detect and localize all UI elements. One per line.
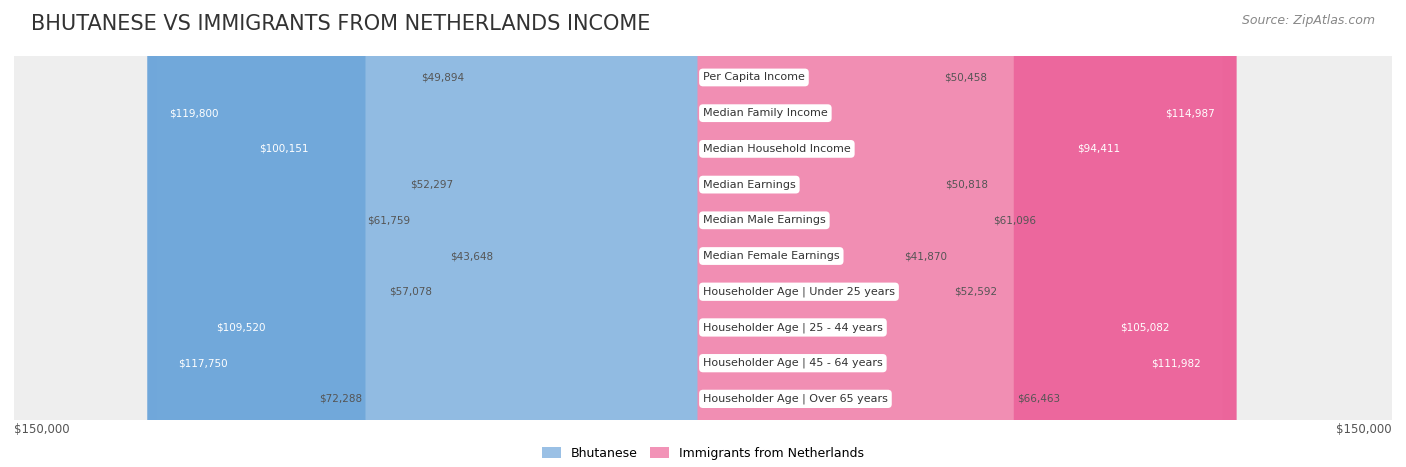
- Text: $119,800: $119,800: [169, 108, 218, 118]
- Text: BHUTANESE VS IMMIGRANTS FROM NETHERLANDS INCOME: BHUTANESE VS IMMIGRANTS FROM NETHERLANDS…: [31, 14, 651, 34]
- FancyBboxPatch shape: [697, 0, 942, 467]
- Text: $150,000: $150,000: [14, 423, 70, 436]
- FancyBboxPatch shape: [496, 0, 709, 467]
- Text: $41,870: $41,870: [904, 251, 948, 261]
- Text: Householder Age | Under 25 years: Householder Age | Under 25 years: [703, 286, 896, 297]
- FancyBboxPatch shape: [413, 0, 709, 467]
- Text: Median Household Income: Median Household Income: [703, 144, 851, 154]
- FancyBboxPatch shape: [13, 0, 1393, 467]
- FancyBboxPatch shape: [697, 0, 1237, 467]
- Text: Median Male Earnings: Median Male Earnings: [703, 215, 825, 225]
- FancyBboxPatch shape: [697, 0, 1191, 467]
- FancyBboxPatch shape: [13, 0, 1393, 467]
- FancyBboxPatch shape: [13, 0, 1393, 467]
- Text: $150,000: $150,000: [1336, 423, 1392, 436]
- FancyBboxPatch shape: [468, 0, 709, 467]
- Text: $72,288: $72,288: [319, 394, 361, 404]
- FancyBboxPatch shape: [194, 0, 709, 467]
- Text: $57,078: $57,078: [388, 287, 432, 297]
- FancyBboxPatch shape: [697, 0, 990, 467]
- Text: $94,411: $94,411: [1077, 144, 1121, 154]
- Text: $105,082: $105,082: [1121, 322, 1170, 333]
- Text: $49,894: $49,894: [422, 72, 464, 83]
- Text: $43,648: $43,648: [450, 251, 494, 261]
- Text: $111,982: $111,982: [1152, 358, 1201, 368]
- Text: $52,297: $52,297: [411, 180, 454, 190]
- Text: $66,463: $66,463: [1018, 394, 1060, 404]
- Text: Source: ZipAtlas.com: Source: ZipAtlas.com: [1241, 14, 1375, 27]
- Text: $61,759: $61,759: [367, 215, 411, 225]
- FancyBboxPatch shape: [238, 0, 709, 467]
- FancyBboxPatch shape: [457, 0, 709, 467]
- Text: Householder Age | Over 65 years: Householder Age | Over 65 years: [703, 394, 887, 404]
- Text: $61,096: $61,096: [993, 215, 1036, 225]
- Text: Householder Age | 25 - 44 years: Householder Age | 25 - 44 years: [703, 322, 883, 333]
- Legend: Bhutanese, Immigrants from Netherlands: Bhutanese, Immigrants from Netherlands: [537, 442, 869, 465]
- FancyBboxPatch shape: [13, 0, 1393, 467]
- Text: $100,151: $100,151: [259, 144, 308, 154]
- FancyBboxPatch shape: [13, 0, 1393, 467]
- Text: $117,750: $117,750: [179, 358, 228, 368]
- FancyBboxPatch shape: [156, 0, 709, 467]
- Text: Median Female Earnings: Median Female Earnings: [703, 251, 839, 261]
- FancyBboxPatch shape: [697, 0, 901, 467]
- Text: Median Earnings: Median Earnings: [703, 180, 796, 190]
- Text: Householder Age | 45 - 64 years: Householder Age | 45 - 64 years: [703, 358, 883, 368]
- Text: $50,818: $50,818: [946, 180, 988, 190]
- FancyBboxPatch shape: [13, 0, 1393, 467]
- FancyBboxPatch shape: [697, 0, 1142, 467]
- Text: $114,987: $114,987: [1166, 108, 1215, 118]
- Text: Per Capita Income: Per Capita Income: [703, 72, 804, 83]
- FancyBboxPatch shape: [148, 0, 709, 467]
- Text: $52,592: $52,592: [953, 287, 997, 297]
- Text: $50,458: $50,458: [943, 72, 987, 83]
- FancyBboxPatch shape: [697, 0, 1014, 467]
- Text: $109,520: $109,520: [217, 322, 266, 333]
- FancyBboxPatch shape: [366, 0, 709, 467]
- FancyBboxPatch shape: [697, 0, 941, 467]
- FancyBboxPatch shape: [13, 0, 1393, 467]
- Text: Median Family Income: Median Family Income: [703, 108, 828, 118]
- FancyBboxPatch shape: [13, 0, 1393, 467]
- FancyBboxPatch shape: [13, 0, 1393, 467]
- FancyBboxPatch shape: [436, 0, 709, 467]
- FancyBboxPatch shape: [13, 0, 1393, 467]
- FancyBboxPatch shape: [697, 0, 950, 467]
- FancyBboxPatch shape: [697, 0, 1223, 467]
